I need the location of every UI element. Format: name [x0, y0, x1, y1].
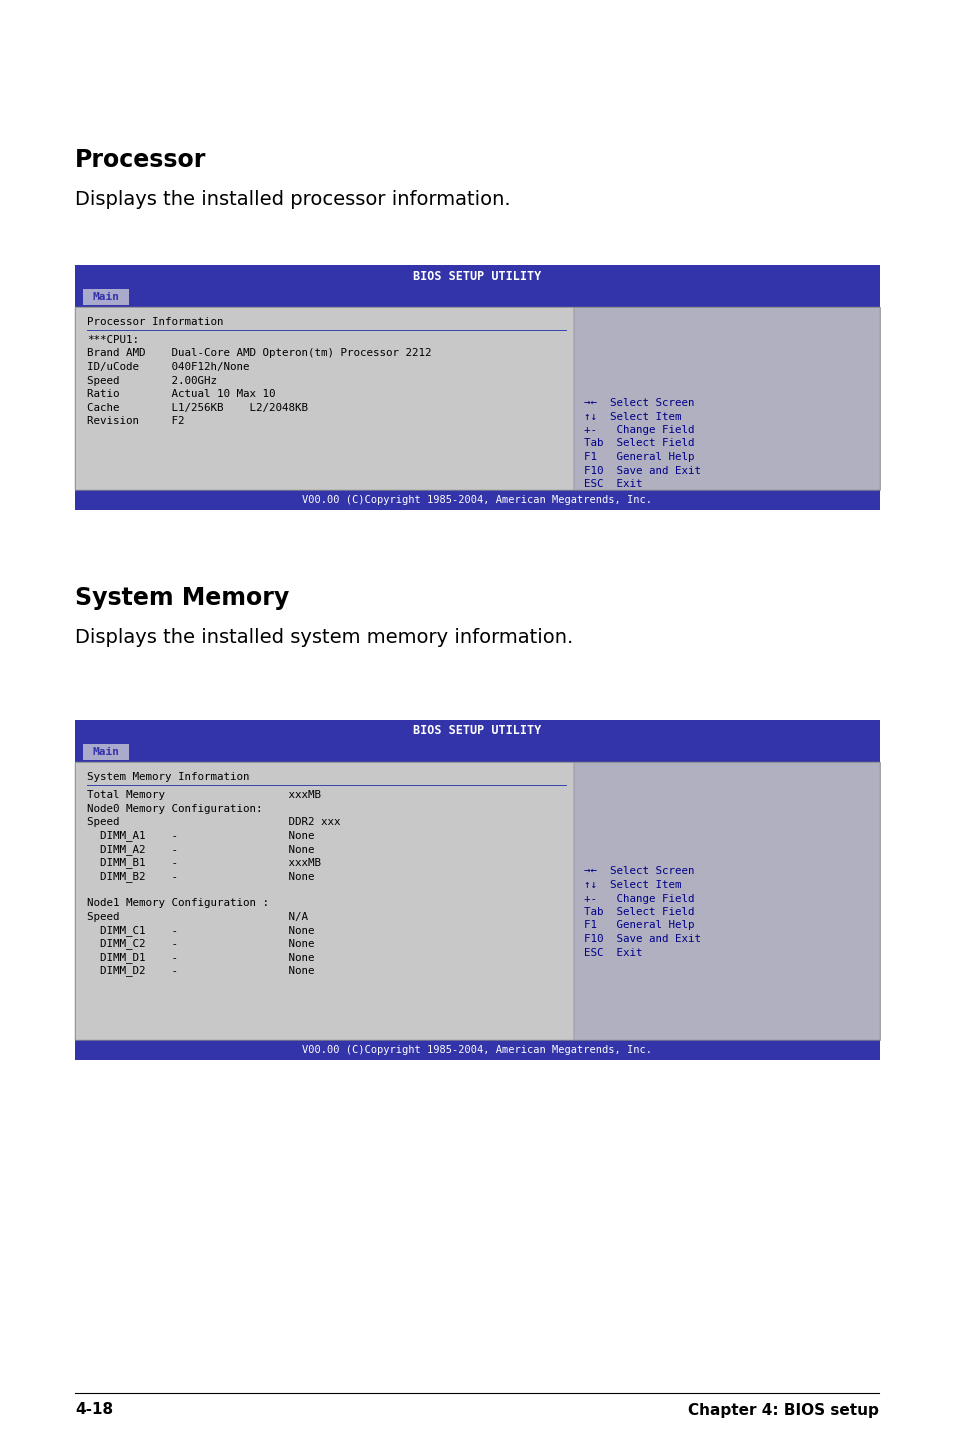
Text: Total Memory                   xxxMB: Total Memory xxxMB [87, 789, 320, 800]
Bar [75, 306, 574, 490]
Text: →←  Select Screen: →← Select Screen [583, 867, 694, 877]
Bar [75, 742, 879, 762]
Text: F1   General Help: F1 General Help [583, 452, 694, 462]
Text: DIMM_D1    -                 None: DIMM_D1 - None [87, 952, 314, 963]
Text: Speed                          N/A: Speed N/A [87, 912, 308, 922]
Text: V00.00 (C)Copyright 1985-2004, American Megatrends, Inc.: V00.00 (C)Copyright 1985-2004, American … [302, 1045, 652, 1055]
Text: →←  Select Screen: →← Select Screen [583, 398, 694, 408]
Text: System Memory: System Memory [75, 587, 289, 610]
Bar [83, 289, 129, 305]
Text: ***CPU1:: ***CPU1: [87, 335, 139, 345]
Text: DIMM_A2    -                 None: DIMM_A2 - None [87, 844, 314, 856]
Text: +-   Change Field: +- Change Field [583, 426, 694, 436]
Bar [75, 306, 879, 490]
Text: DIMM_B1    -                 xxxMB: DIMM_B1 - xxxMB [87, 857, 320, 869]
Text: F10  Save and Exit: F10 Save and Exit [583, 466, 700, 476]
Text: Cache        L1/256KB    L2/2048KB: Cache L1/256KB L2/2048KB [87, 403, 308, 413]
Text: Revision     F2: Revision F2 [87, 416, 184, 426]
Text: Main: Main [92, 746, 119, 756]
Text: DIMM_A1    -                 None: DIMM_A1 - None [87, 831, 314, 841]
Bar [75, 1040, 879, 1060]
Text: ESC  Exit: ESC Exit [583, 948, 642, 958]
Text: Ratio        Actual 10 Max 10: Ratio Actual 10 Max 10 [87, 390, 275, 398]
Text: Speed                          DDR2 xxx: Speed DDR2 xxx [87, 817, 340, 827]
Text: BIOS SETUP UTILITY: BIOS SETUP UTILITY [413, 269, 541, 282]
Text: Tab  Select Field: Tab Select Field [583, 907, 694, 917]
Bar [83, 743, 129, 761]
Text: +-   Change Field: +- Change Field [583, 893, 694, 903]
Text: 4-18: 4-18 [75, 1402, 113, 1418]
Bar [75, 490, 879, 510]
Text: DIMM_D2    -                 None: DIMM_D2 - None [87, 965, 314, 976]
Text: Main: Main [92, 292, 119, 302]
Text: ESC  Exit: ESC Exit [583, 479, 642, 489]
Bar [75, 288, 879, 306]
Text: System Memory Information: System Memory Information [87, 772, 250, 782]
Bar [574, 306, 879, 490]
Text: Displays the installed system memory information.: Displays the installed system memory inf… [75, 628, 573, 647]
Text: Tab  Select Field: Tab Select Field [583, 439, 694, 449]
Bar [574, 762, 879, 1040]
Text: V00.00 (C)Copyright 1985-2004, American Megatrends, Inc.: V00.00 (C)Copyright 1985-2004, American … [302, 495, 652, 505]
Bar [75, 265, 879, 288]
Text: F1   General Help: F1 General Help [583, 920, 694, 930]
Bar [75, 762, 879, 1040]
Text: Chapter 4: BIOS setup: Chapter 4: BIOS setup [687, 1402, 878, 1418]
Text: Displays the installed processor information.: Displays the installed processor informa… [75, 190, 510, 209]
Text: Brand AMD    Dual-Core AMD Opteron(tm) Processor 2212: Brand AMD Dual-Core AMD Opteron(tm) Proc… [87, 348, 431, 358]
Text: F10  Save and Exit: F10 Save and Exit [583, 935, 700, 943]
Text: Processor: Processor [75, 148, 206, 173]
Bar [75, 720, 879, 742]
Text: ↑↓  Select Item: ↑↓ Select Item [583, 411, 680, 421]
Text: BIOS SETUP UTILITY: BIOS SETUP UTILITY [413, 725, 541, 738]
Text: DIMM_B2    -                 None: DIMM_B2 - None [87, 871, 314, 881]
Text: ↑↓  Select Item: ↑↓ Select Item [583, 880, 680, 890]
Text: Speed        2.00GHz: Speed 2.00GHz [87, 375, 216, 385]
Text: DIMM_C2    -                 None: DIMM_C2 - None [87, 939, 314, 949]
Text: Node0 Memory Configuration:: Node0 Memory Configuration: [87, 804, 262, 814]
Text: ID/uCode     040F12h/None: ID/uCode 040F12h/None [87, 362, 250, 372]
Bar [75, 762, 574, 1040]
Text: Node1 Memory Configuration :: Node1 Memory Configuration : [87, 897, 269, 907]
Text: Processor Information: Processor Information [87, 316, 223, 326]
Text: DIMM_C1    -                 None: DIMM_C1 - None [87, 925, 314, 936]
